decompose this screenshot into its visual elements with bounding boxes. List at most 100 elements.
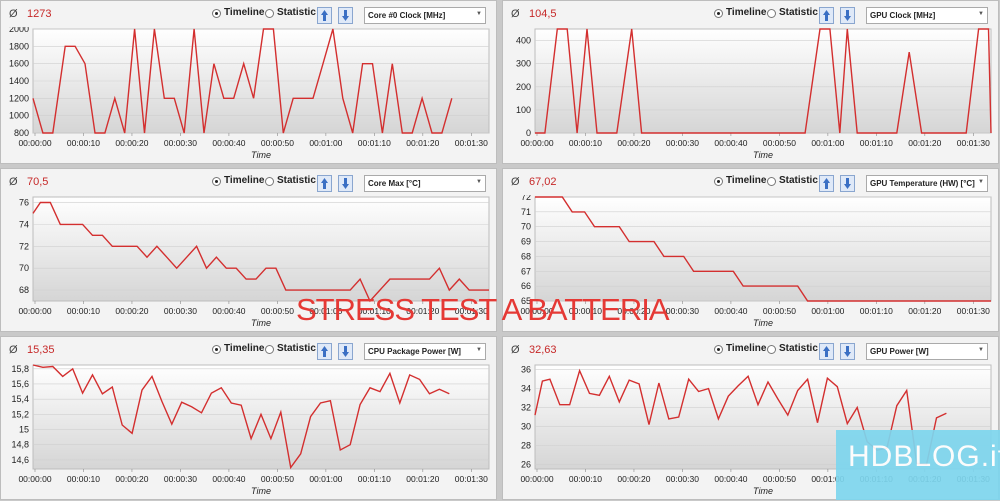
average-symbol: Ø	[511, 8, 520, 20]
y-tick-label: 32	[521, 403, 531, 413]
metric-select[interactable]: CPU Package Power [W] ▼	[364, 343, 486, 360]
timeline-label: Timeline	[726, 7, 767, 18]
arrow-down-icon	[844, 10, 851, 21]
x-tick-label: 00:00:40	[212, 306, 245, 316]
metric-select[interactable]: GPU Power [W] ▼	[866, 343, 988, 360]
move-up-button[interactable]	[819, 7, 834, 24]
arrow-down-icon	[844, 346, 851, 357]
average-value: 67,02	[529, 176, 557, 188]
x-tick-label: 00:01:10	[860, 138, 893, 148]
x-tick-label: 00:01:20	[406, 306, 439, 316]
move-up-button[interactable]	[317, 343, 332, 360]
y-tick-label: 0	[526, 128, 531, 138]
average-value: 1273	[27, 8, 52, 20]
average-value: 104,5	[529, 8, 557, 20]
timeline-radio[interactable]	[714, 177, 723, 186]
metric-select[interactable]: GPU Clock [MHz] ▼	[866, 7, 988, 24]
statistic-radio[interactable]	[767, 177, 776, 186]
timeline-label: Timeline	[224, 343, 265, 354]
hdblog-logo: HDBLOG.it	[836, 430, 1000, 500]
y-tick-label: 68	[19, 285, 29, 295]
statistic-radio[interactable]	[265, 9, 274, 18]
x-tick-label: 00:00:00	[520, 474, 553, 484]
x-tick-label: 00:00:50	[261, 306, 294, 316]
x-tick-label: 00:00:10	[67, 138, 100, 148]
statistic-radio[interactable]	[767, 345, 776, 354]
x-tick-label: 00:00:10	[569, 138, 602, 148]
timeline-radio[interactable]	[212, 177, 221, 186]
panel-header: Ø 15,35 Timeline Statistic CPU Package Power…	[1, 337, 496, 363]
plot-area	[32, 196, 490, 302]
statistic-radio[interactable]	[767, 9, 776, 18]
arrow-up-icon	[321, 10, 328, 21]
y-tick-label: 72	[19, 241, 29, 251]
move-down-button[interactable]	[840, 175, 855, 192]
x-tick-label: 00:00:50	[763, 138, 796, 148]
timeline-label: Timeline	[224, 7, 265, 18]
average-symbol: Ø	[9, 344, 18, 356]
statistic-label: Statistic	[277, 175, 316, 186]
x-axis-label: Time	[753, 486, 773, 496]
move-up-button[interactable]	[819, 343, 834, 360]
timeline-radio[interactable]	[212, 345, 221, 354]
plot-area	[32, 364, 490, 470]
metric-select[interactable]: Core #0 Clock [MHz] ▼	[364, 7, 486, 24]
x-tick-label: 00:00:30	[164, 474, 197, 484]
arrow-up-icon	[823, 346, 830, 357]
move-up-button[interactable]	[317, 7, 332, 24]
arrow-up-icon	[321, 178, 328, 189]
timeline-radio[interactable]	[714, 9, 723, 18]
x-tick-label: 00:00:30	[164, 306, 197, 316]
x-tick-label: 00:01:00	[309, 474, 342, 484]
y-tick-label: 26	[521, 459, 531, 469]
chevron-down-icon: ▼	[476, 179, 482, 185]
timeline-radio[interactable]	[212, 9, 221, 18]
y-tick-label: 74	[19, 219, 29, 229]
x-tick-label: 00:00:10	[569, 306, 602, 316]
x-tick-label: 00:01:00	[309, 306, 342, 316]
panel-header: Ø 104,5 Timeline Statistic GPU Clock [MHz] ▼	[503, 1, 998, 27]
y-tick-label: 1800	[9, 41, 29, 51]
chart-panel: Ø 1273 Timeline Statistic Core #0 Clock [MHz…	[0, 0, 497, 164]
statistic-label: Statistic	[779, 7, 818, 18]
series-line	[32, 201, 489, 303]
arrow-up-icon	[321, 346, 328, 357]
series-line	[535, 196, 991, 302]
timeline-radio[interactable]	[714, 345, 723, 354]
move-down-button[interactable]	[338, 7, 353, 24]
panel-header: Ø 32,63 Timeline Statistic GPU Power [W] ▼	[503, 337, 998, 363]
series-line	[32, 364, 450, 470]
x-tick-label: 00:00:50	[763, 474, 796, 484]
arrow-down-icon	[342, 10, 349, 21]
y-tick-label: 70	[19, 263, 29, 273]
x-axis-label: Time	[753, 150, 773, 160]
x-tick-label: 00:01:30	[455, 138, 488, 148]
move-down-button[interactable]	[338, 343, 353, 360]
y-tick-label: 14,6	[11, 455, 29, 465]
metric-select[interactable]: GPU Temperature (HW) [°C] ▼	[866, 175, 988, 192]
y-tick-label: 34	[521, 384, 531, 394]
move-up-button[interactable]	[819, 175, 834, 192]
x-tick-label: 00:00:40	[212, 138, 245, 148]
x-tick-label: 00:00:30	[164, 138, 197, 148]
series-line	[535, 28, 992, 134]
move-down-button[interactable]	[338, 175, 353, 192]
x-tick-label: 00:00:30	[666, 474, 699, 484]
y-tick-label: 1600	[9, 59, 29, 69]
chevron-down-icon: ▼	[978, 179, 984, 185]
series-line	[32, 28, 453, 134]
x-tick-label: 00:01:30	[455, 474, 488, 484]
metric-select-value: Core #0 Clock [MHz]	[368, 11, 446, 20]
x-tick-label: 00:00:20	[617, 138, 650, 148]
metric-select[interactable]: Core Max [°C] ▼	[364, 175, 486, 192]
move-down-button[interactable]	[840, 343, 855, 360]
statistic-radio[interactable]	[265, 345, 274, 354]
y-tick-label: 72	[521, 195, 531, 202]
x-tick-label: 00:00:10	[67, 306, 100, 316]
statistic-radio[interactable]	[265, 177, 274, 186]
y-tick-label: 15,8	[11, 364, 29, 374]
x-tick-label: 00:00:40	[714, 306, 747, 316]
move-down-button[interactable]	[840, 7, 855, 24]
move-up-button[interactable]	[317, 175, 332, 192]
